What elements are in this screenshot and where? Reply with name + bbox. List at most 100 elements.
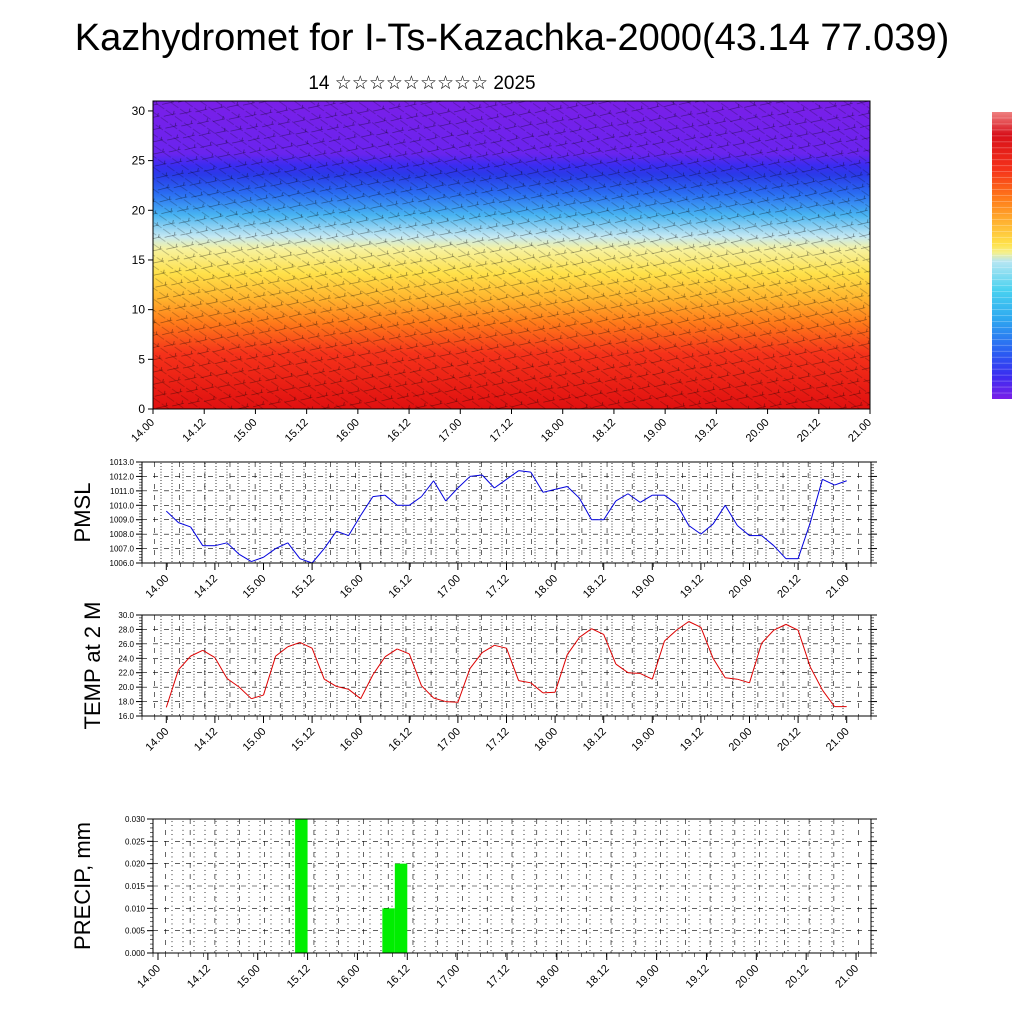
y-tick-label: 1013.0 (110, 458, 135, 467)
line-segment (603, 500, 617, 520)
line-segment (445, 487, 459, 502)
y-tick-label: 0.030 (125, 815, 146, 824)
x-tick-label: 15.12 (289, 573, 317, 601)
x-tick-label: 16.00 (335, 963, 363, 991)
line-segment (785, 623, 799, 631)
x-tick-label: 14.12 (185, 963, 213, 991)
y-tick-label: 25 (132, 154, 146, 168)
chart-subtitle: 14 ☆☆☆☆☆☆☆☆☆ 2025 (308, 73, 536, 94)
x-tick-label: 19.00 (634, 963, 662, 991)
x-tick-label: 19.00 (629, 726, 657, 754)
x-tick-label: 15.12 (289, 726, 317, 754)
x-tick-label: 14.12 (192, 726, 220, 754)
line-segment (664, 494, 677, 505)
y-tick-label: 22.0 (118, 669, 134, 678)
line-segment (263, 548, 276, 558)
y-tick-label: 30 (132, 104, 146, 118)
line-segment (737, 525, 750, 536)
line-segment (494, 644, 507, 649)
line-segment (518, 680, 531, 684)
y-tick-label: 1006.0 (110, 559, 135, 568)
line-segment (761, 629, 775, 644)
line-segment (737, 678, 750, 684)
line-segment (299, 641, 313, 649)
line-segment (165, 669, 179, 708)
line-segment (542, 691, 556, 694)
line-segment (421, 685, 434, 699)
x-tick-label: 21.00 (824, 726, 852, 754)
line-segment (688, 621, 702, 628)
x-tick-label: 16.00 (338, 573, 366, 601)
line-segment (275, 542, 289, 550)
y-tick-label: 15 (132, 253, 146, 267)
x-tick-label: 18.00 (532, 726, 560, 754)
x-tick-label: 17.12 (484, 573, 512, 601)
line-segment (615, 663, 629, 674)
line-segment (238, 686, 252, 700)
x-tick-label: 17.00 (435, 726, 463, 754)
pmsl-panel: 1006.0 1007.0 1008.0 1009.0 1010.0 1011.0 1012… (70, 458, 877, 601)
y-axis-label: PMSL (70, 483, 95, 543)
x-tick-label: 14.00 (129, 417, 157, 445)
line-segment (506, 470, 519, 480)
line-segment (578, 497, 592, 520)
line-segment (725, 677, 738, 680)
x-tick-label: 17.12 (484, 726, 512, 754)
line-segment (566, 486, 580, 499)
line-segment (591, 628, 604, 635)
y-tick-label: 20 (132, 203, 146, 217)
line-segment (287, 641, 301, 648)
x-tick-label: 21.00 (846, 417, 874, 445)
line-segment (457, 476, 471, 489)
precip-bar (382, 908, 395, 953)
line-segment (348, 688, 362, 700)
line-segment (627, 493, 641, 503)
line-segment (566, 637, 580, 655)
x-tick-label: 18.12 (590, 417, 618, 445)
y-tick-label: 0.005 (125, 927, 146, 936)
y-tick-label: 1007.0 (110, 545, 135, 554)
line-segment (445, 701, 458, 703)
line-segment (360, 496, 374, 516)
line-segment (676, 503, 690, 526)
y-tick-label: 1009.0 (110, 516, 135, 525)
y-tick-label: 0.015 (125, 882, 146, 891)
x-tick-label: 16.12 (386, 726, 414, 754)
precip-bar (394, 863, 408, 953)
x-tick-label: 15.00 (241, 573, 269, 601)
line-segment (481, 474, 495, 489)
x-tick-label: 17.12 (488, 417, 516, 445)
x-tick-label: 14.12 (180, 417, 208, 445)
line-segment (773, 545, 787, 560)
line-segment (178, 655, 191, 671)
line-segment (372, 656, 386, 676)
line-segment (809, 666, 823, 691)
line-segment (396, 648, 410, 655)
x-tick-label: 15.12 (283, 417, 311, 445)
colorbar (992, 112, 1012, 399)
x-tick-label: 19.12 (678, 573, 706, 601)
line-segment (749, 642, 763, 683)
line-segment (554, 486, 568, 490)
x-tick-label: 17.00 (436, 417, 464, 445)
line-segment (323, 530, 337, 549)
line-segment (299, 558, 313, 564)
line-segment (408, 653, 422, 686)
x-tick-label: 15.00 (232, 417, 260, 445)
x-tick-label: 14.00 (135, 963, 163, 991)
x-tick-label: 18.12 (581, 573, 609, 601)
x-tick-label: 19.00 (641, 417, 669, 445)
line-segment (712, 505, 726, 525)
y-tick-label: 18.0 (118, 698, 134, 707)
x-tick-label: 21.00 (833, 963, 861, 991)
y-tick-label: 0.010 (125, 904, 146, 913)
line-segment (409, 496, 422, 506)
x-tick-label: 16.12 (385, 417, 413, 445)
line-segment (433, 697, 446, 703)
chart-title: Kazhydromet for I-Ts-Kazachka-2000(43.14… (74, 17, 950, 59)
x-tick-label: 20.12 (795, 417, 823, 445)
line-segment (579, 628, 592, 638)
x-tick-label: 14.00 (143, 726, 171, 754)
y-tick-label: 0.025 (125, 837, 146, 846)
